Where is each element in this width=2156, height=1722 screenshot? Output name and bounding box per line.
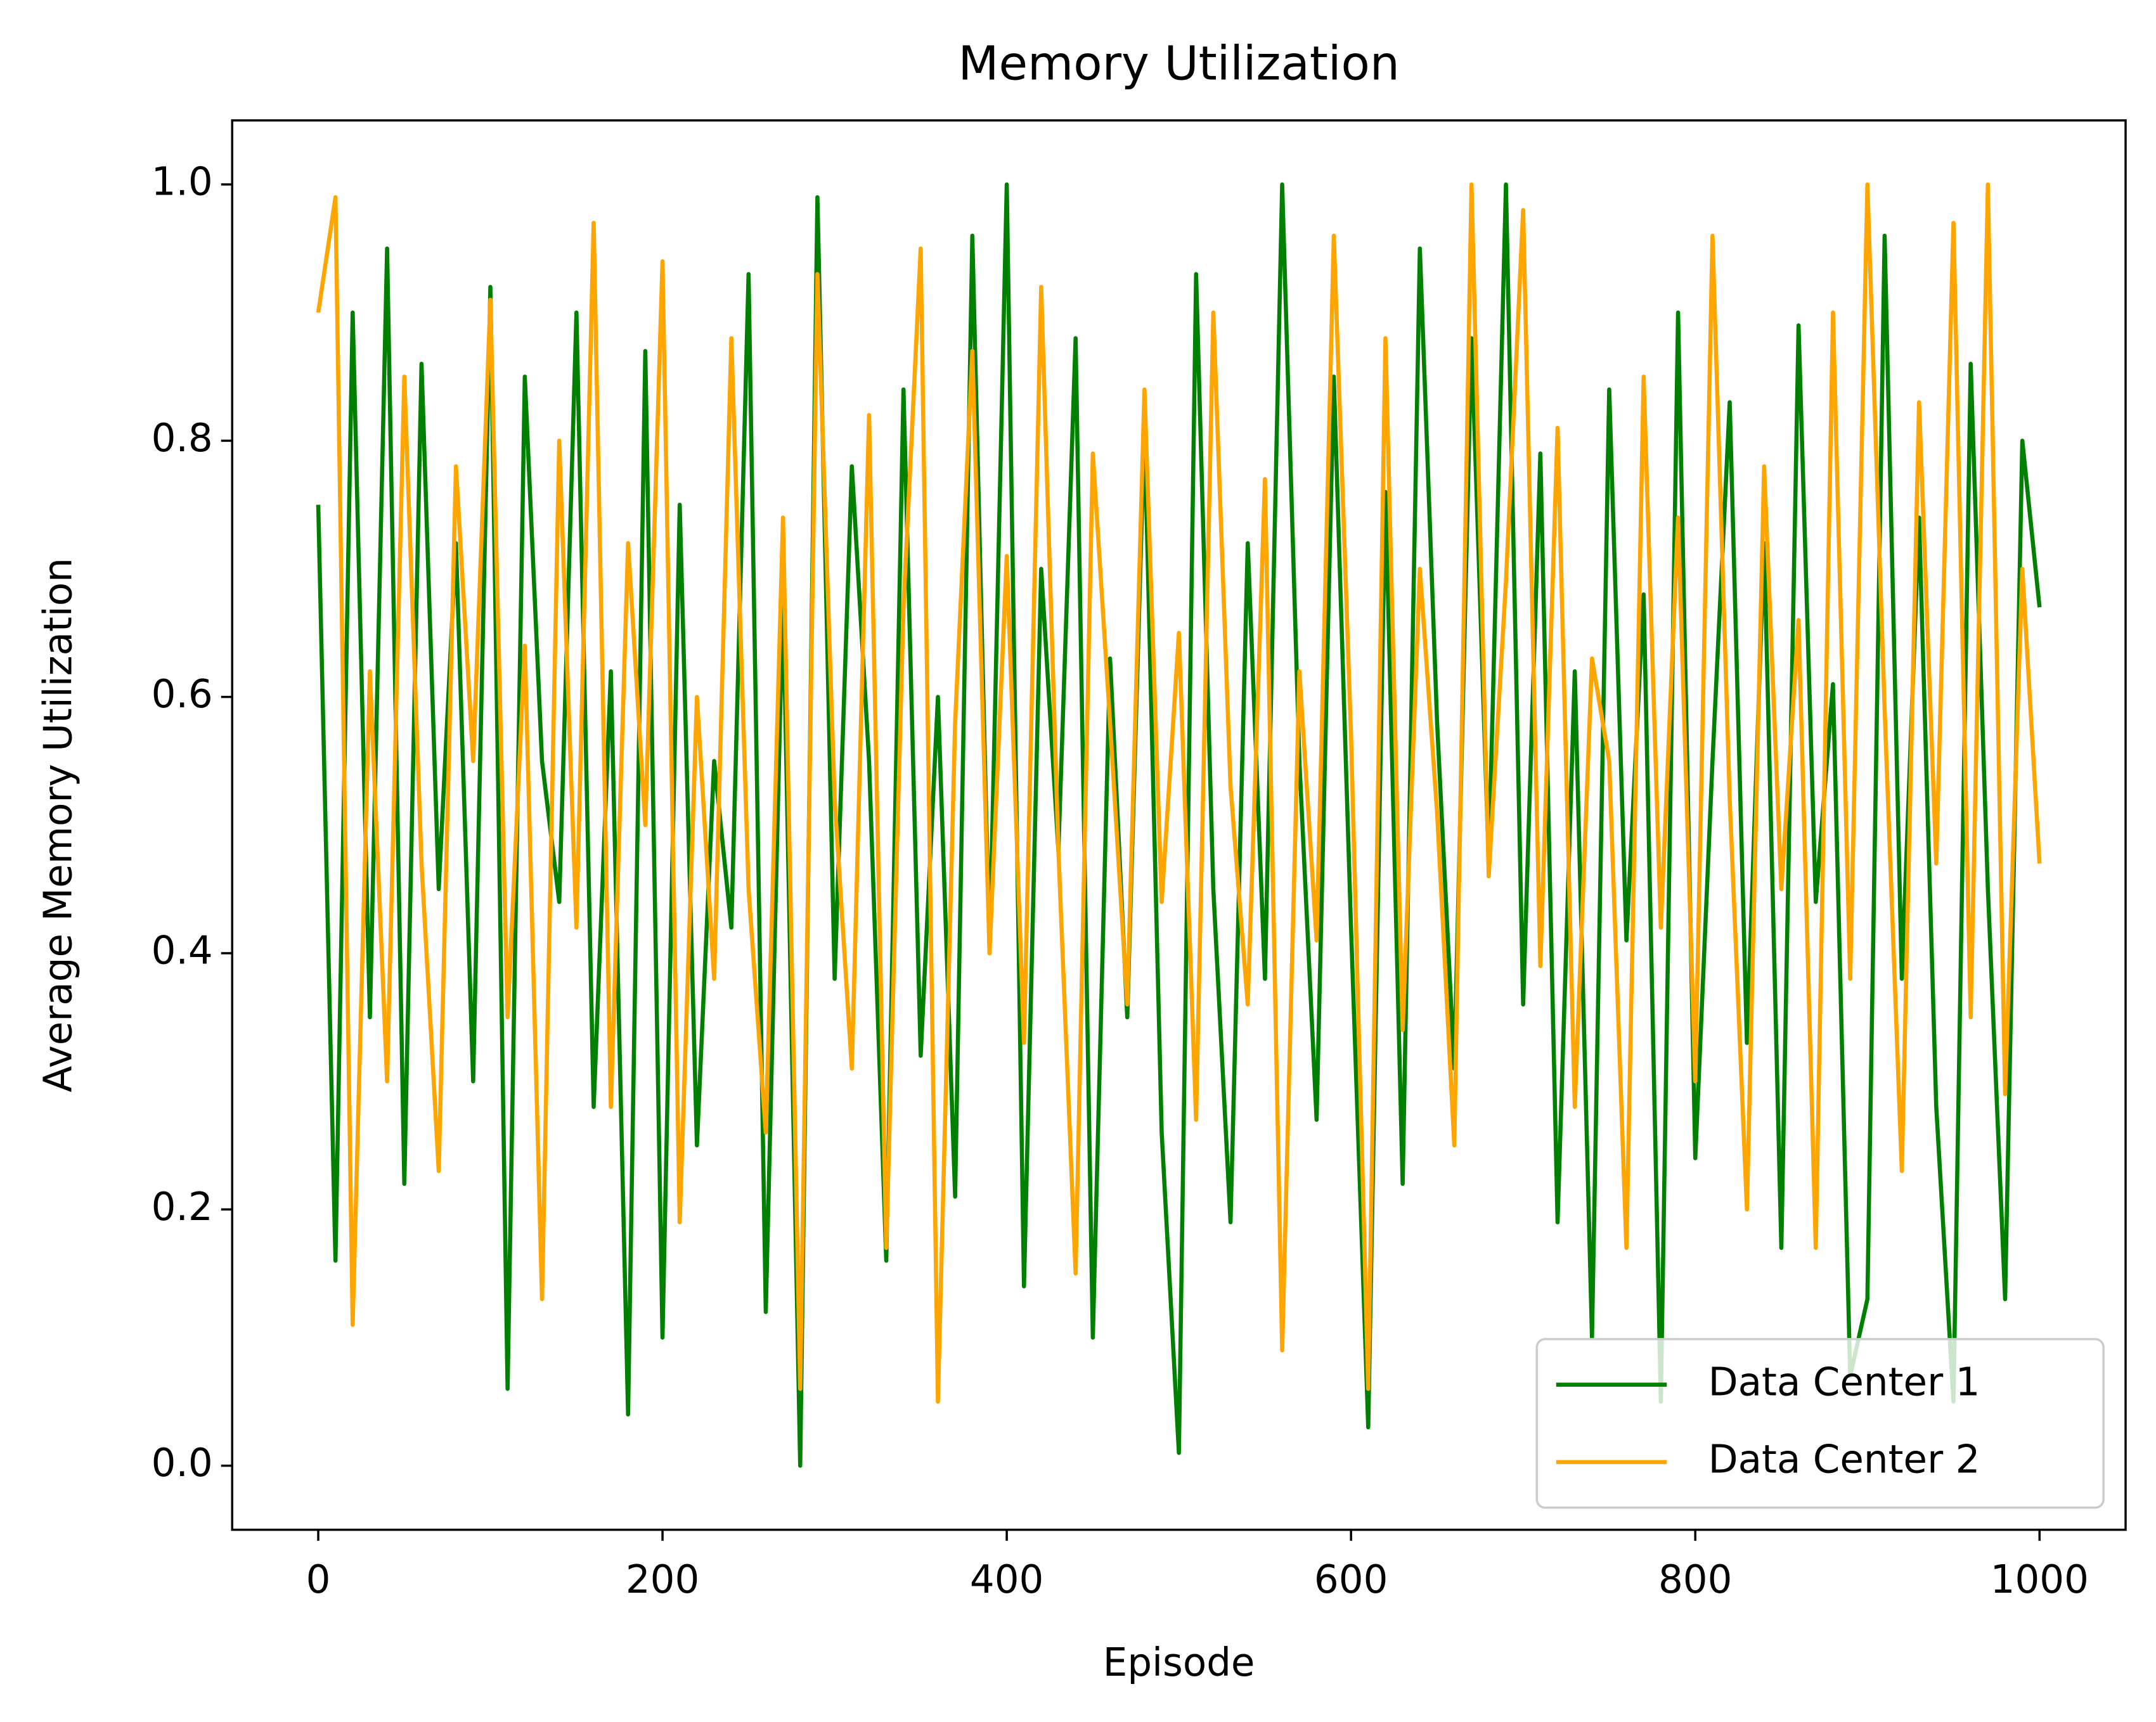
x-tick-label: 1000 xyxy=(1991,1557,2089,1602)
x-tick-label: 600 xyxy=(1314,1557,1388,1602)
y-tick-label: 0.4 xyxy=(152,928,213,973)
y-tick-label: 0.2 xyxy=(152,1185,213,1230)
legend-box xyxy=(1535,1338,2105,1509)
axes-frame xyxy=(231,119,2127,1531)
x-axis-label: Episode xyxy=(1103,1640,1255,1685)
data-line xyxy=(316,182,2042,1404)
y-axis-label: Average Memory Utilization xyxy=(36,558,81,1092)
chart-title: Memory Utilization xyxy=(959,36,1400,91)
y-tick-label: 1.0 xyxy=(152,160,213,205)
y-tick-label: 0.6 xyxy=(152,672,213,717)
y-tick-label: 0.8 xyxy=(152,416,213,461)
x-tick-label: 800 xyxy=(1658,1557,1733,1602)
legend-label: Data Center 2 xyxy=(1708,1437,1980,1482)
x-tick-label: 0 xyxy=(306,1557,331,1602)
y-tick-label: 0.0 xyxy=(152,1441,213,1486)
x-tick-label: 400 xyxy=(970,1557,1044,1602)
x-tick-label: 200 xyxy=(626,1557,700,1602)
legend-label: Data Center 1 xyxy=(1708,1359,1980,1404)
